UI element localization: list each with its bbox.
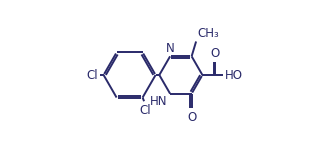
- Text: HO: HO: [225, 69, 243, 81]
- Text: O: O: [210, 47, 220, 60]
- Text: Cl: Cl: [139, 104, 151, 117]
- Text: N: N: [166, 42, 174, 55]
- Text: CH₃: CH₃: [198, 27, 219, 40]
- Text: Cl: Cl: [87, 69, 98, 81]
- Text: HN: HN: [150, 95, 167, 108]
- Text: O: O: [187, 111, 196, 124]
